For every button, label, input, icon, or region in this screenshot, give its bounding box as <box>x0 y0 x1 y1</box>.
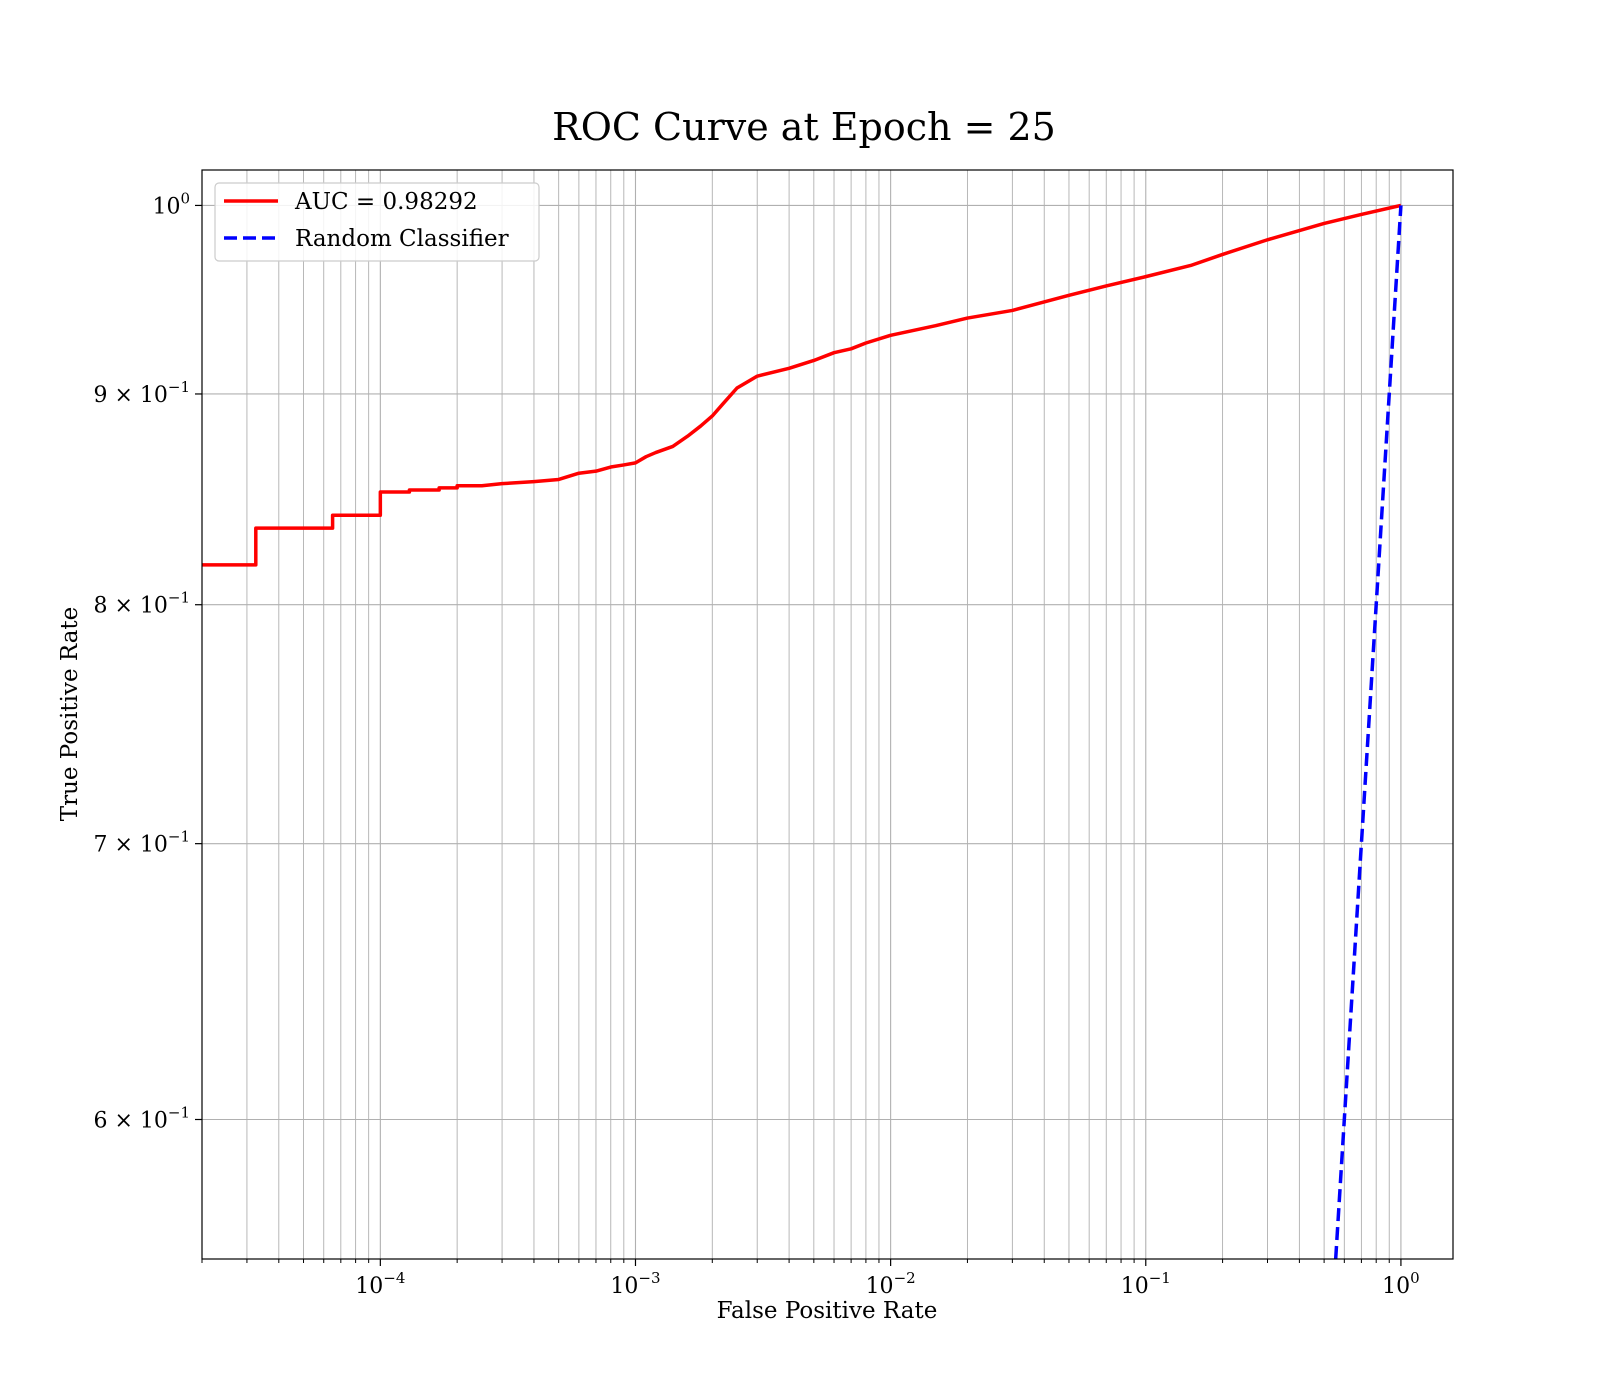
legend: AUC = 0.98292 Random Classifier <box>214 182 540 262</box>
plot-frame <box>201 169 1454 1260</box>
x-tick-label: 10−1 <box>1121 1269 1171 1299</box>
x-tick-label: 10−3 <box>610 1269 660 1299</box>
major-x-gridlines <box>379 170 1402 1259</box>
x-tick-label: 10−2 <box>866 1269 916 1299</box>
y-tick-label: 6 × 10−1 <box>93 1103 190 1133</box>
series-line-random <box>1333 205 1403 1259</box>
y-tick-label: 9 × 10−1 <box>93 378 190 408</box>
legend-label-random: Random Classifier <box>295 226 509 252</box>
y-axis-ticks: 6 × 10−1 7 × 10−1 8 × 10−1 9 × 10−1 100 <box>93 189 202 1133</box>
legend-label-auc: AUC = 0.98292 <box>294 189 478 215</box>
x-axis-ticks: 10−4 10−3 10−2 10−1 100 <box>355 1259 1420 1299</box>
y-tick-label: 7 × 10−1 <box>93 828 190 858</box>
x-tick-label: 10−4 <box>355 1269 405 1299</box>
x-tick-label: 100 <box>1382 1269 1420 1299</box>
y-tick-label: 8 × 10−1 <box>93 589 190 619</box>
legend-box <box>214 182 540 262</box>
y-tick-label: 100 <box>152 189 190 219</box>
series-line-auc <box>202 203 1402 567</box>
series-layer <box>202 203 1403 1259</box>
x-axis-label: False Positive Rate <box>717 1298 938 1324</box>
y-axis-label: True Positive Rate <box>57 607 83 822</box>
minor-x-gridlines <box>201 170 1390 1263</box>
chart-title: ROC Curve at Epoch = 25 <box>552 105 1056 149</box>
